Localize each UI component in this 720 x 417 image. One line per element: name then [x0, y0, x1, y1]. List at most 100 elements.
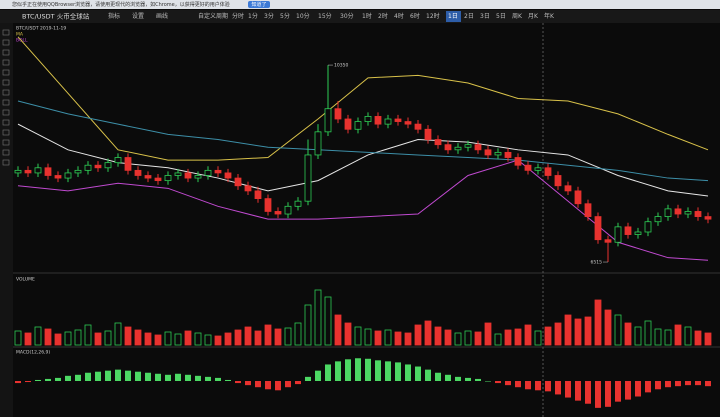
- candle-body: [14, 169, 22, 174]
- macd-bar: [505, 381, 511, 386]
- volume-bar: [214, 335, 222, 346]
- candle-body: [574, 190, 582, 205]
- period[interactable]: 10分: [296, 12, 310, 20]
- toolbar-tool[interactable]: 画线: [156, 12, 168, 20]
- banner-button[interactable]: [248, 1, 270, 8]
- volume-bar: [234, 329, 242, 346]
- period[interactable]: 2时: [378, 12, 388, 20]
- macd-bar: [295, 381, 301, 385]
- tool-icon[interactable]: [2, 69, 10, 76]
- volume-bar: [84, 324, 92, 346]
- candle-body: [364, 116, 372, 122]
- volume-bar: [304, 304, 312, 346]
- candle-body: [134, 169, 142, 176]
- custom-period[interactable]: 自定义周期: [198, 12, 228, 20]
- toolbar-tool[interactable]: 指标: [108, 12, 120, 20]
- candle-body: [334, 108, 342, 120]
- volume-bar: [534, 330, 542, 346]
- macd-bar: [305, 376, 311, 381]
- tool-icon[interactable]: [2, 109, 10, 116]
- volume-bar: [504, 329, 512, 346]
- candle-body: [104, 162, 112, 169]
- period[interactable]: 5日: [496, 13, 506, 20]
- candle-body: [604, 239, 612, 243]
- volume-bar: [254, 330, 262, 346]
- macd-bar: [355, 358, 361, 381]
- volume-bar: [664, 329, 672, 346]
- period[interactable]: 15分: [318, 12, 332, 20]
- period[interactable]: 年K: [544, 12, 555, 20]
- volume-bar: [334, 314, 342, 346]
- tool-icon[interactable]: [2, 49, 10, 56]
- period[interactable]: 分时: [232, 12, 244, 20]
- candle-body: [124, 157, 132, 171]
- candle-body: [204, 169, 212, 176]
- volume-bar: [24, 332, 32, 346]
- period[interactable]: 2日: [464, 13, 474, 20]
- macd-bar: [135, 371, 141, 381]
- period[interactable]: 1分: [248, 12, 258, 20]
- candle-body: [524, 164, 532, 171]
- banner-button-label[interactable]: 知道了: [251, 1, 266, 8]
- candle-body: [224, 172, 232, 179]
- macd-bar: [675, 381, 681, 387]
- tool-icon[interactable]: [2, 89, 10, 96]
- candle-body: [234, 177, 242, 187]
- volume-bar: [314, 289, 322, 346]
- period[interactable]: 月K: [528, 13, 539, 20]
- volume-bar: [104, 330, 112, 346]
- tool-icon[interactable]: [2, 149, 10, 156]
- period[interactable]: 1日: [448, 13, 458, 20]
- period[interactable]: 3日: [480, 13, 490, 20]
- macd-bar: [325, 364, 331, 381]
- period[interactable]: 4时: [394, 12, 404, 20]
- period[interactable]: 1时: [362, 12, 372, 20]
- tool-icon[interactable]: [2, 99, 10, 106]
- tool-icon[interactable]: [2, 79, 10, 86]
- candle-body: [404, 121, 412, 125]
- min-price: 6515: [591, 260, 603, 266]
- macd-bar: [425, 369, 431, 381]
- volume-bar: [114, 322, 122, 346]
- candle-body: [534, 167, 542, 171]
- macd-bar: [525, 381, 531, 390]
- macd-bar: [315, 370, 321, 381]
- volume-bar: [694, 330, 702, 346]
- tool-icon[interactable]: [2, 159, 10, 166]
- volume-bar: [394, 331, 402, 346]
- macd-bar: [155, 373, 161, 381]
- banner-text: 您似乎正在使用QQBrowser浏览器，请使用更现代的浏览器，如Chrome，以…: [12, 1, 230, 8]
- legend-text: BOLL: [16, 38, 28, 44]
- macd-bar: [645, 381, 651, 393]
- period[interactable]: 3分: [264, 12, 274, 20]
- period[interactable]: 6时: [410, 12, 420, 20]
- period[interactable]: 30分: [340, 12, 354, 20]
- macd-bar: [405, 364, 411, 381]
- toolbar-tool[interactable]: 设置: [132, 12, 144, 20]
- macd-bar: [605, 381, 611, 407]
- candle-body: [324, 108, 332, 133]
- tool-icon[interactable]: [2, 129, 10, 136]
- candle-body: [454, 146, 462, 151]
- volume-bar: [134, 329, 142, 346]
- tool-icon[interactable]: [2, 59, 10, 66]
- tool-icon[interactable]: [2, 119, 10, 126]
- tool-icon[interactable]: [2, 29, 10, 36]
- indicator-line: [17, 100, 709, 182]
- candle-body: [384, 118, 392, 125]
- volume-bar: [564, 314, 572, 346]
- period[interactable]: 12时: [426, 12, 440, 20]
- tool-icon[interactable]: [2, 139, 10, 146]
- macd-bar: [395, 362, 401, 381]
- candle-body: [394, 118, 402, 122]
- period[interactable]: 周K: [512, 13, 523, 20]
- candle-body: [24, 169, 32, 174]
- macd-bar: [575, 381, 581, 401]
- macd-bar: [345, 359, 351, 381]
- symbol[interactable]: BTC/USDT 火币全球站: [22, 12, 90, 21]
- period[interactable]: 5分: [280, 12, 290, 20]
- tool-icon[interactable]: [2, 39, 10, 46]
- macd-bar: [115, 369, 121, 381]
- volume-bar: [34, 326, 42, 346]
